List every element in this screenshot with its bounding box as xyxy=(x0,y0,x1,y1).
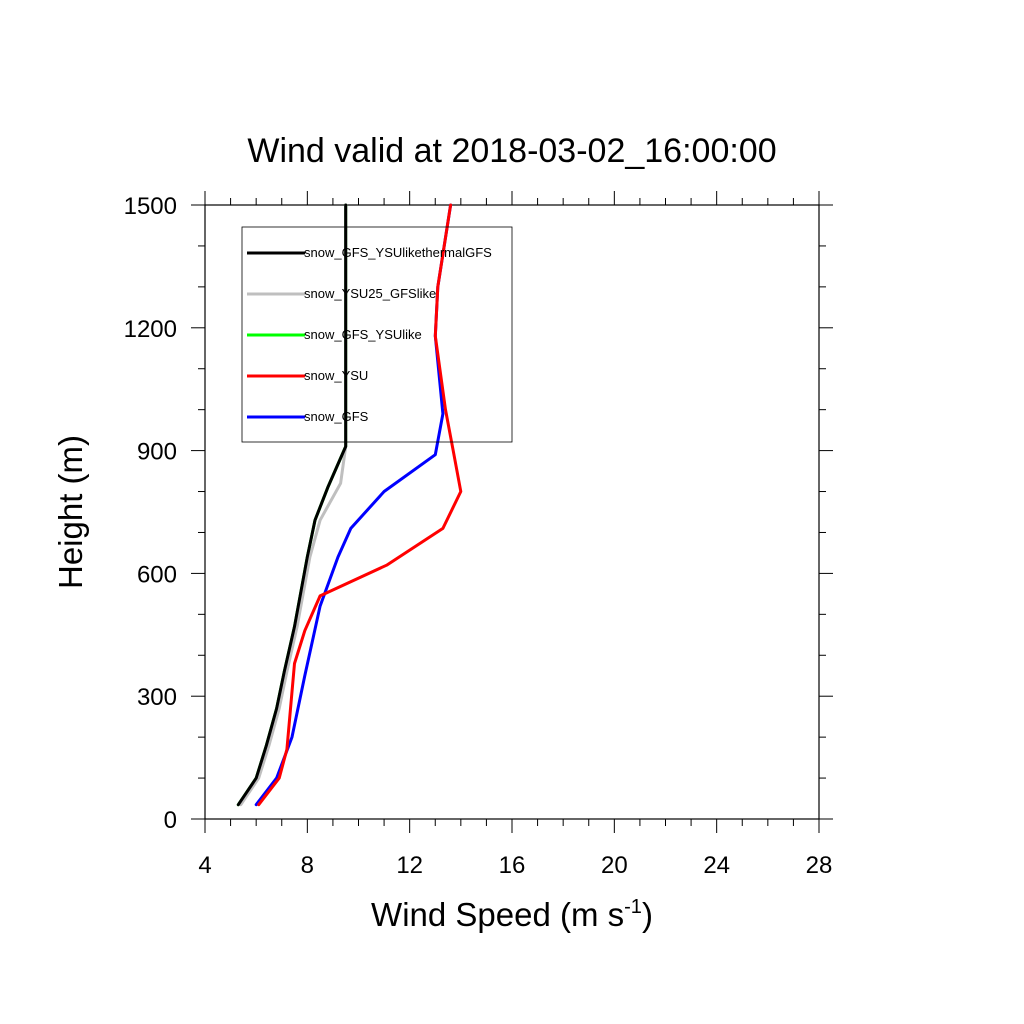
axis-ticks xyxy=(191,191,833,833)
x-tick-label: 16 xyxy=(499,852,526,879)
x-tick-labels: 4 8 12 16 20 24 28 xyxy=(198,852,832,879)
y-tick-label: 600 xyxy=(137,561,177,588)
legend-label: snow_YSU xyxy=(304,368,368,383)
legend-label: snow_GFS_YSUlike xyxy=(304,327,422,342)
x-tick-label: 20 xyxy=(601,852,628,879)
y-tick-label: 0 xyxy=(164,807,177,834)
series-lines xyxy=(236,203,463,807)
series-line-snow_YSU xyxy=(257,203,463,807)
legend-label: snow_GFS xyxy=(304,409,369,424)
legend-label: snow_YSU25_GFSlike xyxy=(304,286,436,301)
y-axis-title: Height (m) xyxy=(52,435,89,589)
x-axis-title-main: Wind Speed (m s xyxy=(371,896,624,933)
x-tick-label: 24 xyxy=(703,852,730,879)
y-tick-label: 1500 xyxy=(124,193,177,220)
x-axis-title-superscript: -1 xyxy=(624,896,642,918)
legend-label: snow_GFS_YSUlikethermalGFS xyxy=(304,245,492,260)
x-axis-title-close: ) xyxy=(642,896,653,933)
series-line-snow_GFS_YSUlikethermalGFS xyxy=(236,203,348,807)
x-tick-label: 12 xyxy=(396,852,423,879)
y-tick-label: 300 xyxy=(137,684,177,711)
x-axis-title: Wind Speed (m s-1) xyxy=(371,896,653,933)
y-tick-label: 1200 xyxy=(124,316,177,343)
legend-box xyxy=(241,226,513,443)
legend: snow_GFS_YSUlikethermalGFS snow_YSU25_GFS… xyxy=(247,245,492,424)
y-tick-label: 900 xyxy=(137,439,177,466)
x-tick-label: 28 xyxy=(806,852,833,879)
x-tick-label: 8 xyxy=(301,852,314,879)
x-tick-label: 4 xyxy=(198,852,211,879)
chart-title: Wind valid at 2018-03-02_16:00:00 xyxy=(247,132,776,170)
y-tick-labels: 0 300 600 900 1200 1500 xyxy=(124,193,177,834)
